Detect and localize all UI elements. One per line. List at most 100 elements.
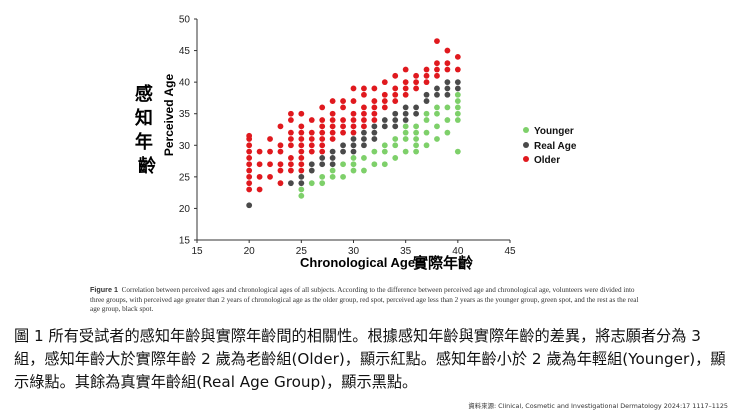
point-older	[256, 148, 263, 155]
point-younger	[454, 110, 461, 117]
y-tick-label: 20	[179, 204, 191, 215]
point-real-age	[298, 173, 305, 180]
point-older	[246, 161, 253, 168]
point-younger	[361, 167, 367, 174]
point-younger	[392, 142, 399, 149]
point-older	[413, 79, 419, 86]
point-older	[319, 148, 326, 155]
point-real-age	[308, 161, 315, 168]
point-older	[413, 72, 419, 79]
scatter-chart: 15 20 25 30 35 40 45 15 20 25 30 35 40 45 50 Chronolog…	[135, 15, 577, 273]
point-younger	[434, 136, 440, 142]
point-real-age	[444, 91, 451, 98]
point-real-age	[371, 129, 378, 136]
point-older	[298, 148, 305, 155]
point-younger	[413, 129, 419, 136]
point-younger	[392, 136, 399, 142]
point-older	[308, 117, 315, 123]
source-note: 資料來源: Clinical, Cosmetic and Investigati…	[468, 402, 728, 410]
point-older	[392, 98, 399, 104]
point-younger	[340, 173, 346, 180]
legend-label-older: Older	[534, 155, 560, 166]
y-tick-label: 25	[179, 172, 191, 183]
point-older	[319, 104, 326, 111]
point-older	[371, 104, 378, 111]
x-tick-label: 25	[296, 246, 308, 257]
point-real-age	[288, 180, 294, 187]
point-older	[288, 161, 294, 168]
legend-label-younger: Younger	[534, 126, 574, 137]
point-older	[256, 186, 263, 193]
point-real-age	[329, 161, 336, 168]
point-older	[288, 155, 294, 161]
point-real-age	[329, 155, 336, 161]
point-older	[329, 123, 336, 130]
x-axis-title-zh: 實際年齡	[413, 254, 473, 272]
point-older	[298, 167, 305, 174]
y-tick-label: 35	[179, 109, 191, 120]
point-older	[423, 66, 430, 73]
point-older	[298, 110, 305, 117]
point-real-age	[444, 85, 451, 92]
point-older	[277, 142, 284, 149]
point-older	[402, 79, 409, 86]
point-older	[319, 136, 326, 142]
point-older	[246, 148, 253, 155]
point-older	[277, 123, 284, 130]
point-older	[361, 110, 367, 117]
point-younger	[319, 180, 326, 187]
figure-caption: Figure 1 Correlation between perceived a…	[90, 285, 650, 315]
point-older	[454, 53, 461, 60]
point-younger	[381, 148, 388, 155]
point-older	[246, 155, 253, 161]
point-older	[329, 129, 336, 136]
point-older	[350, 129, 357, 136]
point-older	[277, 167, 284, 174]
point-real-age	[381, 117, 388, 123]
point-real-age	[402, 104, 409, 111]
point-real-age	[350, 136, 357, 142]
point-older	[288, 129, 294, 136]
point-older	[392, 85, 399, 92]
point-older	[350, 117, 357, 123]
point-younger	[402, 129, 409, 136]
point-real-age	[454, 79, 461, 86]
point-older	[434, 38, 440, 44]
point-older	[298, 142, 305, 149]
point-younger	[423, 129, 430, 136]
point-older	[381, 98, 388, 104]
point-older	[319, 123, 326, 130]
point-real-age	[434, 91, 440, 98]
point-older	[308, 148, 315, 155]
point-older	[308, 136, 315, 142]
point-younger	[402, 148, 409, 155]
point-older	[454, 66, 461, 73]
point-younger	[444, 129, 451, 136]
point-real-age	[402, 110, 409, 117]
point-older	[434, 60, 440, 67]
point-older	[340, 123, 346, 130]
point-younger	[340, 161, 346, 168]
x-tick-label: 20	[244, 246, 256, 257]
x-tick-label: 15	[191, 246, 203, 257]
y-axis-title-zh: 感 知 年 齡	[135, 83, 159, 177]
point-younger	[413, 136, 419, 142]
point-older	[371, 117, 378, 123]
point-older	[246, 167, 253, 174]
point-real-age	[413, 104, 419, 111]
x-axis-title: Chronological Age	[300, 255, 415, 270]
point-older	[308, 142, 315, 149]
point-older	[277, 180, 284, 187]
point-older	[267, 148, 273, 155]
point-older	[319, 117, 326, 123]
figure-caption-text: Correlation between perceived ages and c…	[90, 286, 639, 314]
point-younger	[298, 186, 305, 193]
point-real-age	[350, 142, 357, 149]
point-younger	[298, 192, 305, 199]
point-older	[423, 79, 430, 86]
legend-marker-younger	[523, 127, 529, 133]
point-older	[392, 91, 399, 98]
point-older	[277, 148, 284, 155]
point-older	[267, 161, 273, 168]
